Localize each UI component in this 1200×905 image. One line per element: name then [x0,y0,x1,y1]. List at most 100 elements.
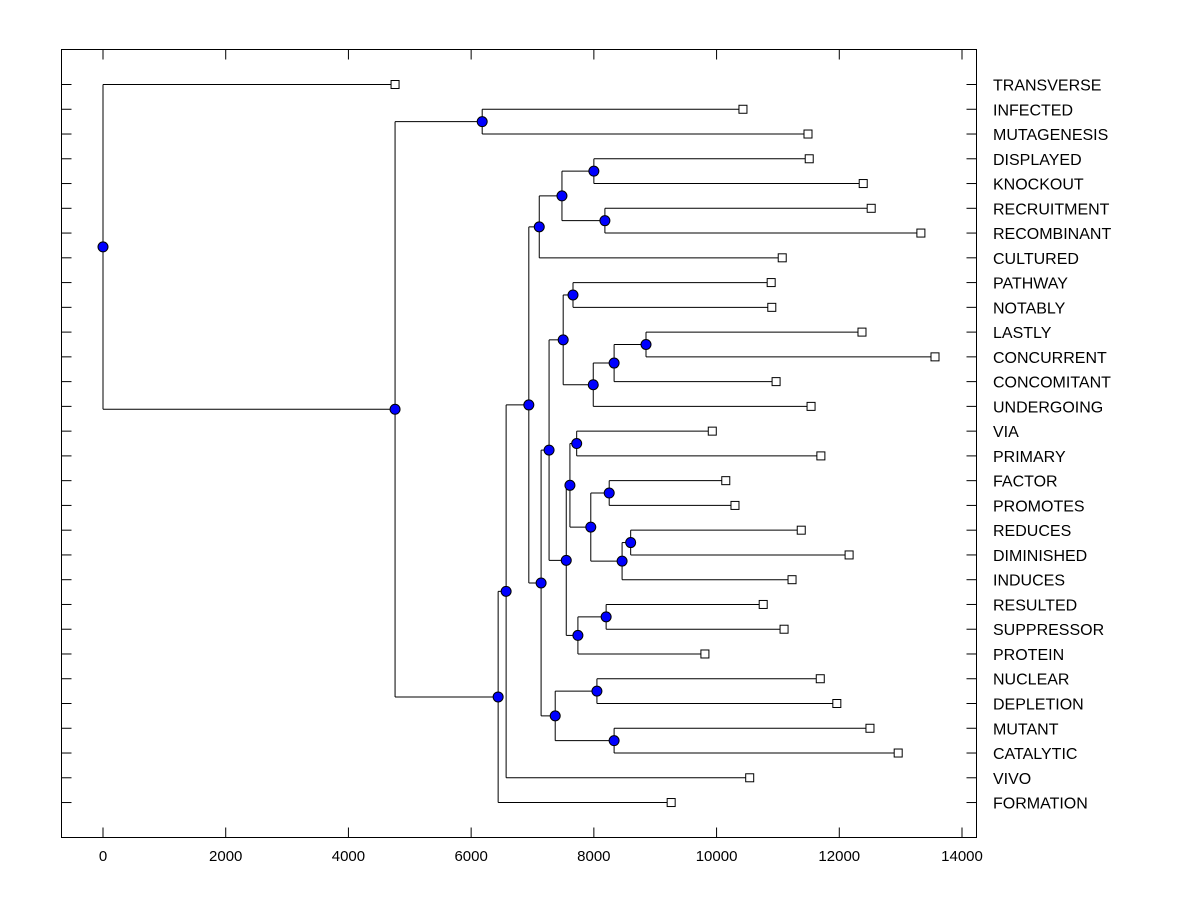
leaf-square-marker [796,525,806,535]
x-tick-label: 4000 [332,848,365,865]
leaf-square-marker [758,599,768,609]
leaf-square-marker [771,377,781,387]
leaf-label: CONCOMITANT [993,375,1111,392]
leaf-label: DISPLAYED [993,152,1082,169]
leaf-label: DEPLETION [993,697,1084,714]
leaf-square-marker [777,253,787,263]
leaf-label: CULTURED [993,251,1079,268]
leaf-square-marker [787,575,797,585]
leaf-square-marker [815,674,825,684]
x-tick-label: 12000 [818,848,860,865]
leaf-label: CATALYTIC [993,746,1077,763]
leaf-square-marker [866,203,876,213]
leaf-label: PROMOTES [993,498,1085,515]
leaf-label: VIA [993,424,1019,441]
leaf-label: INFECTED [993,102,1073,119]
leaf-square-marker [858,179,868,189]
leaf-label: TRANSVERSE [993,78,1101,95]
leaf-label: NOTABLY [993,300,1066,317]
leaf-square-marker [893,748,903,758]
leaf-square-marker [832,699,842,708]
merge-node [585,521,597,533]
leaf-label: RECOMBINANT [993,226,1111,243]
leaf-square-marker [844,550,854,560]
leaf-label: RECRUITMENT [993,201,1110,218]
x-tick-label: 6000 [454,848,487,865]
leaf-label: NUCLEAR [993,672,1069,689]
leaf-label: UNDERGOING [993,399,1103,416]
plot-frame [61,49,977,838]
merge-node [556,190,568,202]
merge-node [564,479,576,491]
leaf-square-marker [857,327,867,337]
merge-node [625,537,637,549]
leaf-label: SUPPRESSOR [993,622,1104,639]
x-tick-label: 14000 [941,848,983,865]
leaf-square-marker [700,649,710,659]
merge-node [533,221,545,233]
leaf-label: DIMINISHED [993,548,1087,565]
leaf-label: PROTEIN [993,647,1064,664]
leaf-square-marker [916,228,926,238]
merge-node [557,334,569,346]
merge-node [588,165,600,177]
leaf-square-marker [816,451,826,461]
leaf-label: FORMATION [993,796,1088,813]
leaf-square-marker [730,500,740,510]
leaf-square-marker [930,352,940,362]
merge-node [535,577,547,589]
leaf-square-marker [865,723,875,733]
merge-node [591,685,603,697]
merge-node [523,399,535,411]
merge-node [500,585,512,597]
leaf-label: MUTAGENESIS [993,127,1108,144]
dendrogram-nodes [97,116,652,747]
leaf-label: LASTLY [993,325,1052,342]
leaf-square-marker [721,476,731,486]
x-tick-label: 10000 [696,848,738,865]
leaf-square-marker [707,426,717,436]
leaf-square-marker [745,773,755,783]
x-tick-label: 0 [99,848,107,865]
leaf-label: MUTANT [993,721,1059,738]
leaf-square-marker [804,154,814,164]
merge-node [640,338,652,350]
leaf-label: CONCURRENT [993,350,1107,367]
merge-node [567,289,579,301]
merge-node [616,555,628,567]
axis-ticks [61,49,977,838]
leaf-square-marker [390,80,400,89]
merge-node [389,403,401,415]
x-tick-label: 8000 [577,848,610,865]
leaf-label: FACTOR [993,474,1058,491]
merge-node [603,487,615,499]
leaf-square-marker [767,302,777,312]
leaf-label: INDUCES [993,573,1065,590]
merge-node [97,241,109,253]
merge-node [571,438,583,450]
merge-node [549,710,561,722]
merge-node [572,629,584,641]
merge-node [600,611,612,623]
leaf-label: RESULTED [993,597,1077,614]
leaf-square-marker [806,401,816,411]
leaf-label: PRIMARY [993,449,1066,466]
merge-node [476,116,488,128]
merge-node [608,357,620,369]
merge-node [599,215,611,227]
leaf-labels: TRANSVERSE INFECTED MUTAGENESIS DISPLAYED KN… [993,78,1111,813]
merge-node [608,735,620,747]
leaf-square-marker [779,624,789,634]
leaf-square-marker [738,104,748,114]
merge-node [543,444,555,456]
x-tick-label: 2000 [209,848,242,865]
x-axis-tick-labels: 0 2000 4000 6000 8000 10000 12000 14000 [99,848,983,865]
leaf-square-marker [803,129,813,139]
leaf-label: PATHWAY [993,276,1068,293]
leaf-markers [390,80,940,808]
leaf-label: VIVO [993,771,1031,788]
merge-node [492,691,504,703]
leaf-square-marker [666,798,676,808]
leaf-square-marker [766,278,776,288]
